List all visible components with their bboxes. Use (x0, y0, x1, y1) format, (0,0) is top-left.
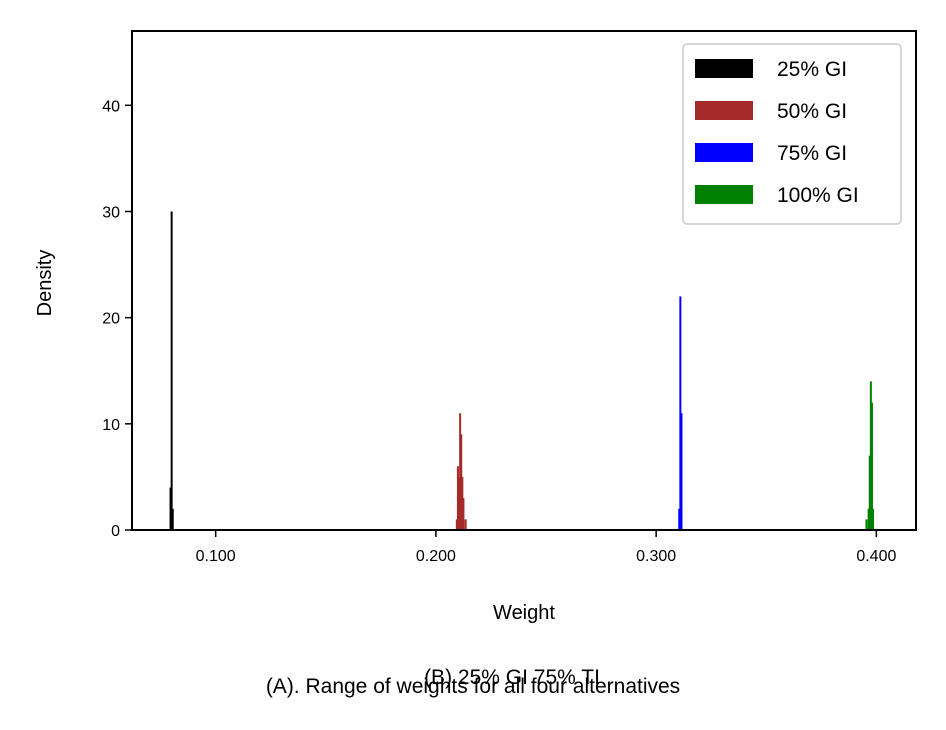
bar (867, 508, 870, 530)
bar (680, 413, 683, 530)
y-axis-label: Density (34, 250, 56, 317)
y-tick-label: 20 (102, 311, 120, 328)
bar (872, 508, 875, 530)
bar (460, 434, 463, 530)
bar (462, 498, 465, 530)
legend-label: 75% GI (777, 142, 847, 165)
legend-label: 50% GI (777, 100, 847, 123)
series-3 (678, 296, 683, 530)
legend-box (682, 43, 902, 225)
series-1 (169, 211, 174, 531)
bar (870, 402, 873, 530)
x-axis-label: Weight (493, 602, 555, 624)
y-axis: 0 10 20 30 40 (102, 98, 132, 540)
legend-swatch (695, 101, 753, 120)
legend-label: 25% GI (777, 58, 847, 81)
bar (170, 211, 173, 531)
bars-layer (169, 211, 875, 531)
y-tick-label: 40 (102, 98, 120, 115)
subplot-caption-b: (B) 25% GI 75% TI (424, 666, 600, 689)
legend-swatch (695, 143, 753, 162)
figure-caption-a: (A). Range of weights for all four alter… (266, 675, 680, 698)
y-tick-label: 30 (102, 204, 120, 221)
bar (678, 508, 681, 530)
bar (459, 413, 462, 530)
legend-swatch (695, 59, 753, 78)
plot-frame (131, 30, 917, 531)
bar (458, 476, 461, 530)
series-2 (455, 413, 467, 530)
bar (456, 466, 459, 530)
bar (169, 487, 172, 530)
bar (464, 519, 467, 530)
legend-swatch (695, 185, 753, 204)
bar (868, 455, 871, 530)
x-tick-label: 0.400 (856, 548, 896, 565)
bar (455, 519, 458, 530)
bar (869, 381, 872, 530)
bar (865, 519, 868, 530)
bar (171, 508, 174, 530)
legend-label: 100% GI (777, 184, 859, 207)
x-axis: 0.100 0.200 0.300 0.400 (196, 530, 896, 565)
series-4 (865, 381, 875, 530)
bar (679, 296, 682, 530)
y-tick-label: 0 (111, 523, 120, 540)
x-tick-label: 0.300 (636, 548, 676, 565)
bar (461, 476, 464, 530)
legend-items: 25% GI 50% GI 75% GI 100% GI (695, 58, 859, 207)
x-tick-label: 0.200 (416, 548, 456, 565)
y-tick-label: 10 (102, 417, 120, 434)
x-tick-label: 0.100 (196, 548, 236, 565)
legend: 25% GI 50% GI 75% GI 100% GI (682, 43, 902, 225)
